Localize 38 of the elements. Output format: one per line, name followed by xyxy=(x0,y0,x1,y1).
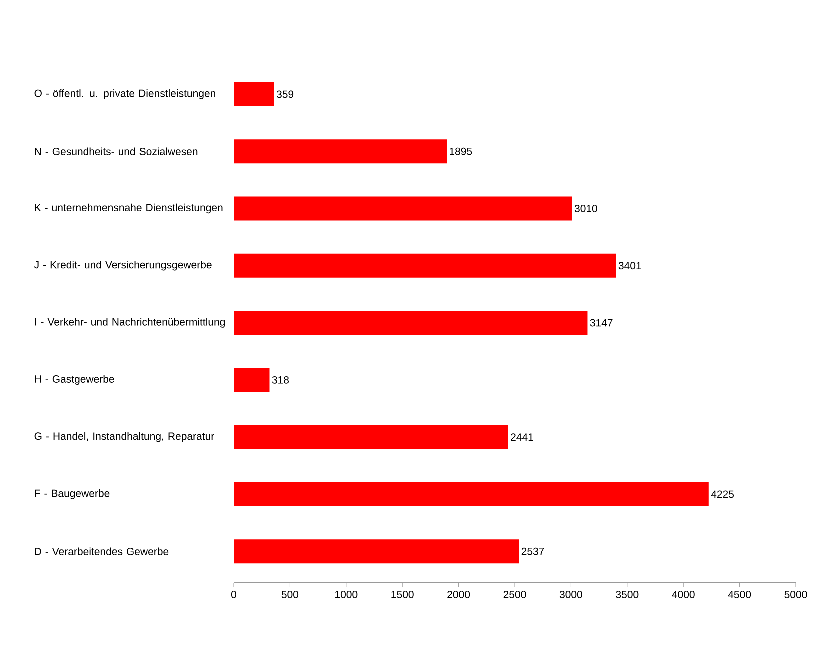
y-tick-label: H - Gastgewerbe xyxy=(35,375,114,386)
bar xyxy=(234,540,520,564)
data-label: 3010 xyxy=(574,205,598,212)
y-tick-label: D - Verarbeitendes Gewerbe xyxy=(35,548,169,556)
y-tick-label: I - Verkehr- und Nachrichtenübermittlung xyxy=(35,318,226,328)
bar xyxy=(234,82,274,106)
data-label: 2441 xyxy=(511,434,534,441)
data-label: 318 xyxy=(272,376,289,384)
data-label: 3401 xyxy=(618,262,642,270)
bar xyxy=(234,311,588,336)
data-label: 1895 xyxy=(450,148,472,156)
y-tick-label: F - Baugewerbe xyxy=(35,490,110,500)
x-tick-label: 500 xyxy=(282,590,299,598)
x-tick-label: 4500 xyxy=(728,590,752,598)
x-tick-label: 3500 xyxy=(616,590,639,598)
bar xyxy=(234,425,508,450)
bar xyxy=(234,196,572,221)
x-tick-label: 2000 xyxy=(448,590,470,598)
x-tick-label: 2500 xyxy=(504,590,526,598)
data-label: 3147 xyxy=(590,319,613,327)
data-label: 359 xyxy=(276,90,294,98)
bar xyxy=(234,368,270,392)
bar xyxy=(234,254,616,278)
x-tick-label: 1500 xyxy=(392,590,414,598)
x-tick-label: 1000 xyxy=(336,590,358,598)
y-tick-label: K - unternehmensnahe Dienstleistungen xyxy=(35,204,223,214)
data-label: 4225 xyxy=(711,490,734,498)
x-tick-label: 4000 xyxy=(672,590,695,598)
x-tick-label: 0 xyxy=(231,590,237,598)
y-tick-label: J - Kredit- und Versicherungsgewerbe xyxy=(34,260,212,271)
x-tick-label: 5000 xyxy=(784,590,808,598)
y-tick-label: N - Gesundheits- und Sozialwesen xyxy=(35,148,198,156)
data-label: 2537 xyxy=(522,548,544,556)
bar xyxy=(234,140,447,164)
y-tick-label: G - Handel, Instandhaltung, Reparatur xyxy=(34,432,214,442)
bar xyxy=(234,482,709,506)
x-tick-label: 3000 xyxy=(560,590,582,598)
y-tick-label: O - öffentl. u. private Dienstleistungen xyxy=(34,90,216,100)
